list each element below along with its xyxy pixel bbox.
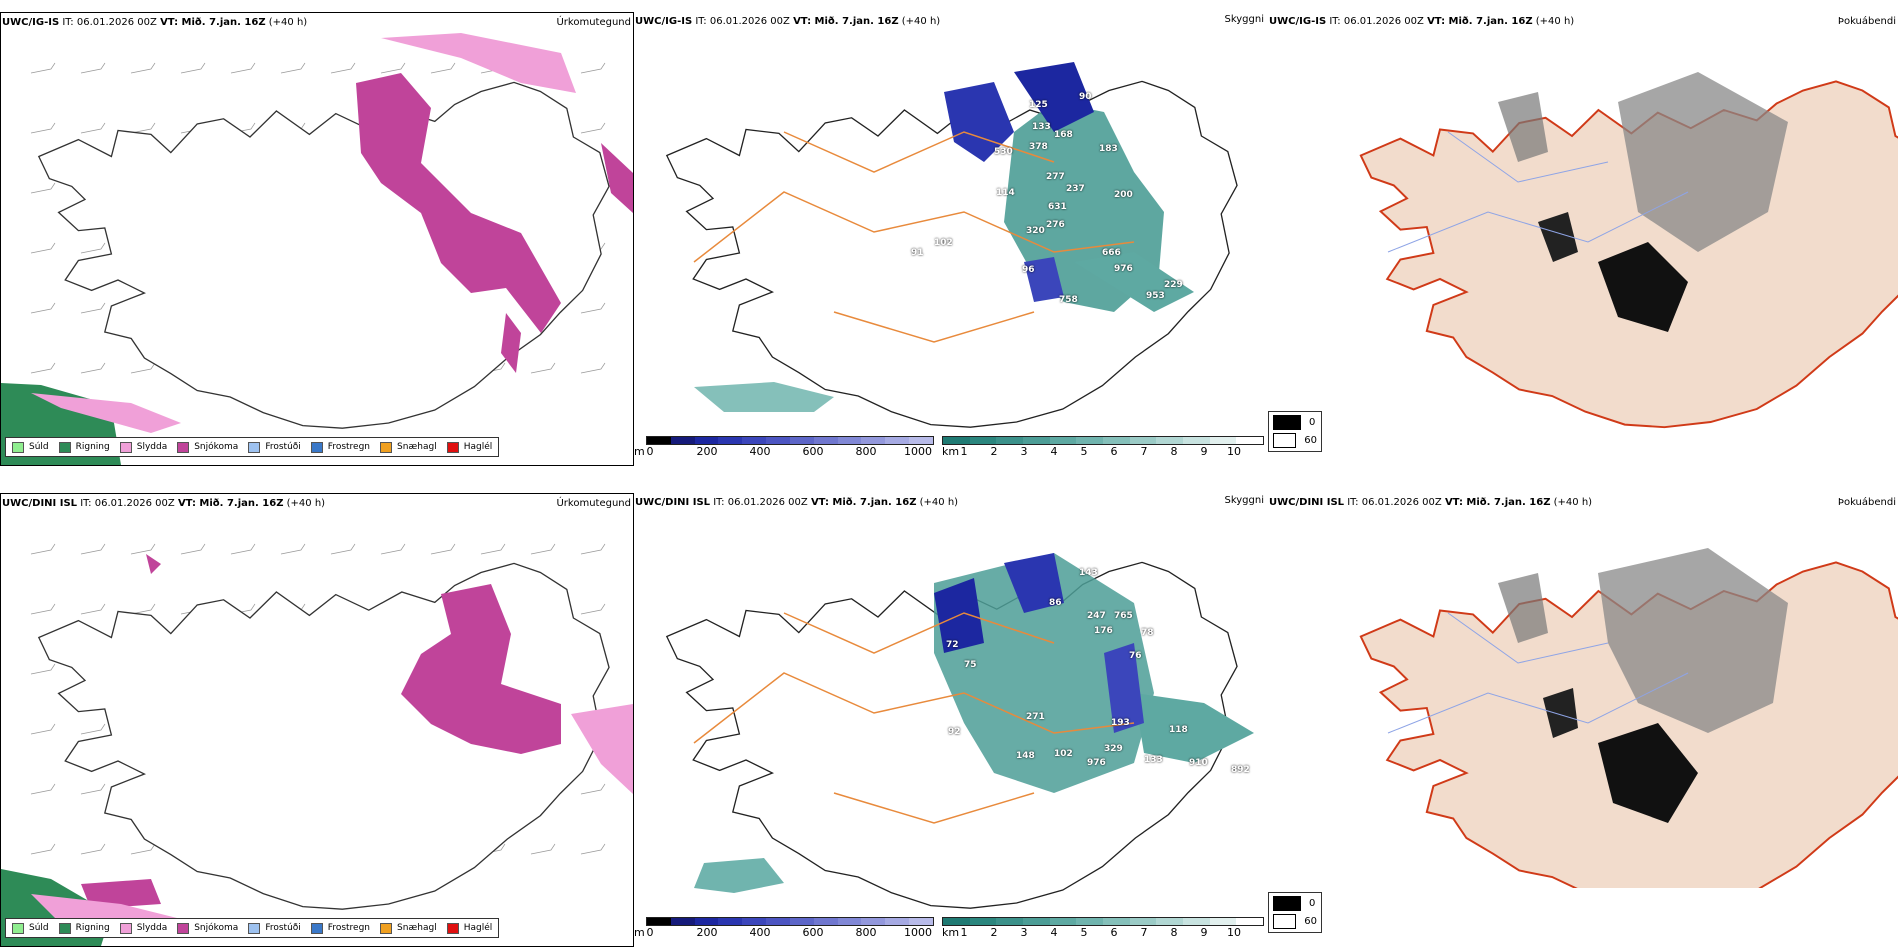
sleet-area-2 [381,33,576,93]
legend-item: Frostúði [248,922,301,934]
precip-panel-top: UWC/IG-IS IT: 06.01.2026 00Z VT: Mið. 7.… [0,12,634,466]
fog-dark [1598,723,1698,823]
sleet-area [31,393,181,433]
fog-legend-item: 0 [1273,415,1317,430]
fog-dark [1598,242,1688,332]
precip-panel-bottom: UWC/DINI ISL IT: 06.01.2026 00Z VT: Mið.… [0,493,634,947]
legend-item: Haglél [446,441,492,453]
low-vis-area-2 [1074,252,1194,312]
high-terrain [944,82,1014,162]
rivers [1387,131,1689,253]
legend-item: Frostregn [310,922,370,934]
low-vis-sea [694,382,834,412]
high-terrain-3 [1104,643,1144,733]
snow-area-2 [146,554,161,574]
fog-dark-2 [1538,212,1578,262]
legend-item: Haglél [446,922,492,934]
road-network [693,131,1135,343]
fog-legend-item: 60 [1273,433,1317,448]
legend-item: Frostregn [310,441,370,453]
rivers [1387,612,1689,734]
precip-map-top [1,33,633,465]
low-vis-area [934,553,1154,793]
fog-panel-top: UWC/IG-IS IT: 06.01.2026 00Z VT: Mið. 7.… [1268,12,1898,457]
visibility-map-top [666,62,1238,428]
fog-dark-2 [1543,688,1578,738]
low-vis-sea [694,858,784,893]
panel-title: UWC/DINI ISL IT: 06.01.2026 00Z VT: Mið.… [1269,497,1593,508]
fog-grey-2 [1498,573,1548,643]
legend-item: Rigning [58,922,110,934]
precip-legend: Súld Rigning Slydda Snjókoma Frostúði Fr… [5,918,500,938]
precip-legend: Súld Rigning Slydda Snjókoma Frostúði Fr… [5,437,500,457]
fog-map-top [1359,72,1898,429]
low-vis-area-2 [1134,693,1254,763]
high-terrain-2 [1004,553,1064,613]
fog-map-bottom [1359,548,1898,888]
fog-legend-item: 60 [1273,914,1317,929]
precip-map-bottom [1,543,633,946]
panel-name: Þokuábendi [1837,16,1896,27]
panel-name: Þokuábendi [1837,497,1896,508]
high-terrain-2 [1014,62,1094,132]
fog-legend-item: 0 [1273,896,1317,911]
legend-item: Snjókoma [177,441,238,453]
high-terrain-3 [1024,257,1064,302]
panel-title: UWC/DINI ISL IT: 06.01.2026 00Z VT: Mið.… [2,498,326,509]
panel-title: UWC/IG-IS IT: 06.01.2026 00Z VT: Mið. 7.… [2,17,308,28]
legend-item: Rigning [58,441,110,453]
legend-item: Súld [12,441,49,453]
fog-panel-bottom: UWC/DINI ISL IT: 06.01.2026 00Z VT: Mið.… [1268,493,1898,888]
legend-item: Slydda [119,922,167,934]
panel-title: UWC/DINI ISL IT: 06.01.2026 00Z VT: Mið.… [635,497,959,508]
legend-item: Snæhagl [380,441,437,453]
legend-item: Frostúði [248,441,301,453]
road-network [693,612,1135,824]
panel-title: UWC/IG-IS IT: 06.01.2026 00Z VT: Mið. 7.… [1269,16,1575,27]
legend-item: Súld [12,922,49,934]
snow-area [356,73,561,333]
fog-grey [1618,72,1788,252]
fog-grey-2 [1498,92,1548,162]
panel-name: Skyggni [1224,14,1264,25]
panel-name: Úrkomutegund [556,17,631,28]
panel-name: Úrkomutegund [556,498,631,509]
snow-area-2 [601,143,633,213]
snow-area-3 [501,313,521,373]
fog-grey [1598,548,1788,733]
fog-legend-bottom: 0 60 [1268,892,1322,933]
legend-item: Snæhagl [380,922,437,934]
visibility-panel-top: 125 90 378 168 133 183 530 114 277 237 6… [634,12,1266,467]
panel-name: Skyggni [1224,495,1264,506]
sleet-area [571,704,633,794]
legend-item: Slydda [119,441,167,453]
panel-title: UWC/IG-IS IT: 06.01.2026 00Z VT: Mið. 7.… [635,16,941,27]
fog-legend-top: 0 60 [1268,411,1322,452]
snow-sea [81,879,161,909]
visibility-panel-bottom: 143 86 247 765 176 78 72 75 76 271 92 14… [634,493,1266,948]
visibility-map-bottom [666,553,1254,909]
snow-area [401,584,561,754]
legend-item: Snjókoma [177,922,238,934]
